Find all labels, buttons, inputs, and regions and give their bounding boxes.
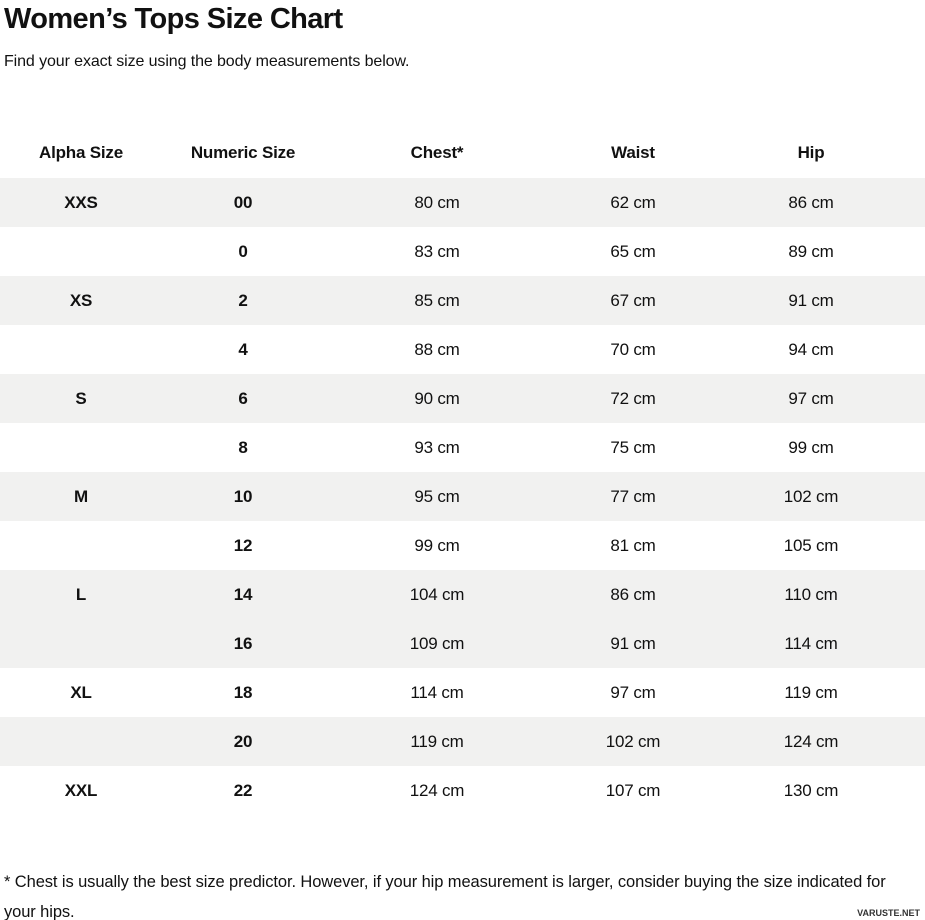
- alpha-size-cell: L: [75, 584, 87, 604]
- chest-cell: 104 cm: [409, 584, 465, 604]
- alpha-size-cell: XS: [69, 290, 93, 310]
- waist-cell: 81 cm: [610, 535, 656, 555]
- chest-cell: 80 cm: [414, 192, 460, 212]
- chest-cell: 88 cm: [414, 339, 460, 359]
- waist-cell: 86 cm: [610, 584, 656, 604]
- chest-cell: 119 cm: [410, 731, 464, 751]
- numeric-size-cell: 00: [233, 192, 253, 212]
- column-header-alpha-size: Alpha Size: [39, 143, 123, 162]
- chest-cell: 93 cm: [414, 437, 460, 457]
- alpha-size-cell: [0, 423, 162, 472]
- chest-cell: 85 cm: [414, 290, 460, 310]
- size-chart-table: Alpha Size Numeric Size Chest* Waist Hip…: [0, 128, 925, 815]
- hip-cell: 114 cm: [784, 633, 838, 653]
- table-row: 0 83 cm 65 cm 89 cm: [0, 227, 925, 276]
- table-row: XXS 00 80 cm 62 cm 86 cm: [0, 178, 925, 227]
- alpha-size-cell: S: [75, 388, 87, 408]
- table-row: XS 2 85 cm 67 cm 91 cm: [0, 276, 925, 325]
- waist-cell: 75 cm: [610, 437, 656, 457]
- chest-cell: 95 cm: [414, 486, 460, 506]
- hip-cell: 130 cm: [783, 780, 839, 800]
- column-header-waist: Waist: [611, 143, 655, 162]
- alpha-size-cell: [0, 227, 162, 276]
- alpha-size-cell: [0, 619, 162, 668]
- numeric-size-cell: 4: [238, 339, 248, 359]
- waist-cell: 77 cm: [610, 486, 656, 506]
- hip-cell: 89 cm: [788, 241, 834, 261]
- waist-cell: 65 cm: [610, 241, 656, 261]
- hip-cell: 86 cm: [788, 192, 834, 212]
- table-row: 12 99 cm 81 cm 105 cm: [0, 521, 925, 570]
- waist-cell: 70 cm: [610, 339, 656, 359]
- table-row: 20 119 cm 102 cm 124 cm: [0, 717, 925, 766]
- hip-cell: 119 cm: [784, 682, 838, 702]
- numeric-size-cell: 2: [238, 290, 248, 310]
- waist-cell: 62 cm: [610, 192, 656, 212]
- numeric-size-cell: 8: [238, 437, 248, 457]
- numeric-size-cell: 6: [238, 388, 248, 408]
- waist-cell: 102 cm: [605, 731, 661, 751]
- page-title: Women’s Tops Size Chart: [4, 3, 343, 35]
- numeric-size-cell: 12: [233, 535, 253, 555]
- page-subtitle: Find your exact size using the body meas…: [4, 53, 410, 70]
- chest-cell: 90 cm: [414, 388, 460, 408]
- waist-cell: 72 cm: [610, 388, 656, 408]
- watermark: VARUSTE.NET: [857, 908, 920, 918]
- chest-cell: 124 cm: [409, 780, 465, 800]
- numeric-size-cell: 16: [233, 633, 253, 653]
- hip-cell: 124 cm: [783, 731, 839, 751]
- alpha-size-cell: M: [74, 486, 88, 506]
- hip-cell: 91 cm: [788, 290, 834, 310]
- chest-footnote: * Chest is usually the best size predict…: [4, 873, 886, 920]
- column-header-hip: Hip: [797, 143, 825, 162]
- table-row: M 10 95 cm 77 cm 102 cm: [0, 472, 925, 521]
- size-table-body: XXS 00 80 cm 62 cm 86 cm 0 83 cm 65 cm 89 cm XS 2 8…: [0, 178, 925, 815]
- hip-cell: 105 cm: [783, 535, 839, 555]
- numeric-size-cell: 14: [233, 584, 253, 604]
- numeric-size-cell: 18: [233, 682, 253, 702]
- table-row: 4 88 cm 70 cm 94 cm: [0, 325, 925, 374]
- numeric-size-cell: 20: [233, 731, 253, 751]
- alpha-size-cell: XXL: [64, 780, 98, 800]
- chest-cell: 83 cm: [414, 241, 460, 261]
- alpha-size-cell: [0, 325, 162, 374]
- table-row: XL 18 114 cm 97 cm 119 cm: [0, 668, 925, 717]
- waist-cell: 107 cm: [605, 780, 661, 800]
- alpha-size-cell: XL: [70, 682, 92, 702]
- waist-cell: 97 cm: [610, 682, 656, 702]
- numeric-size-cell: 22: [233, 780, 253, 800]
- column-header-chest: Chest*: [410, 143, 464, 162]
- table-row: 8 93 cm 75 cm 99 cm: [0, 423, 925, 472]
- hip-cell: 102 cm: [783, 486, 839, 506]
- chest-cell: 99 cm: [414, 535, 460, 555]
- hip-cell: 94 cm: [788, 339, 834, 359]
- alpha-size-cell: XXS: [64, 192, 98, 212]
- table-row: XXL 22 124 cm 107 cm 130 cm: [0, 766, 925, 815]
- chest-cell: 114 cm: [410, 682, 464, 702]
- alpha-size-cell: [0, 521, 162, 570]
- table-row: L 14 104 cm 86 cm 110 cm: [0, 570, 925, 619]
- column-header-numeric-size: Numeric Size: [190, 143, 296, 162]
- table-row: S 6 90 cm 72 cm 97 cm: [0, 374, 925, 423]
- hip-cell: 97 cm: [788, 388, 834, 408]
- table-header-row: Alpha Size Numeric Size Chest* Waist Hip: [0, 128, 925, 178]
- alpha-size-cell: [0, 717, 162, 766]
- waist-cell: 67 cm: [610, 290, 656, 310]
- waist-cell: 91 cm: [610, 633, 656, 653]
- hip-cell: 99 cm: [788, 437, 834, 457]
- numeric-size-cell: 0: [238, 241, 248, 261]
- hip-cell: 110 cm: [784, 584, 838, 604]
- numeric-size-cell: 10: [233, 486, 253, 506]
- chest-cell: 109 cm: [409, 633, 465, 653]
- table-row: 16 109 cm 91 cm 114 cm: [0, 619, 925, 668]
